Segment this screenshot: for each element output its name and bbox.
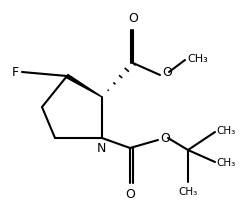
Text: O: O [160, 132, 170, 146]
Text: N: N [96, 142, 106, 155]
Text: CH₃: CH₃ [216, 158, 235, 168]
Text: CH₃: CH₃ [178, 187, 198, 197]
Polygon shape [66, 75, 102, 97]
Text: O: O [162, 67, 172, 79]
Text: F: F [12, 65, 19, 78]
Text: O: O [125, 188, 135, 201]
Text: O: O [128, 12, 138, 25]
Text: CH₃: CH₃ [187, 54, 208, 64]
Text: CH₃: CH₃ [216, 126, 235, 136]
